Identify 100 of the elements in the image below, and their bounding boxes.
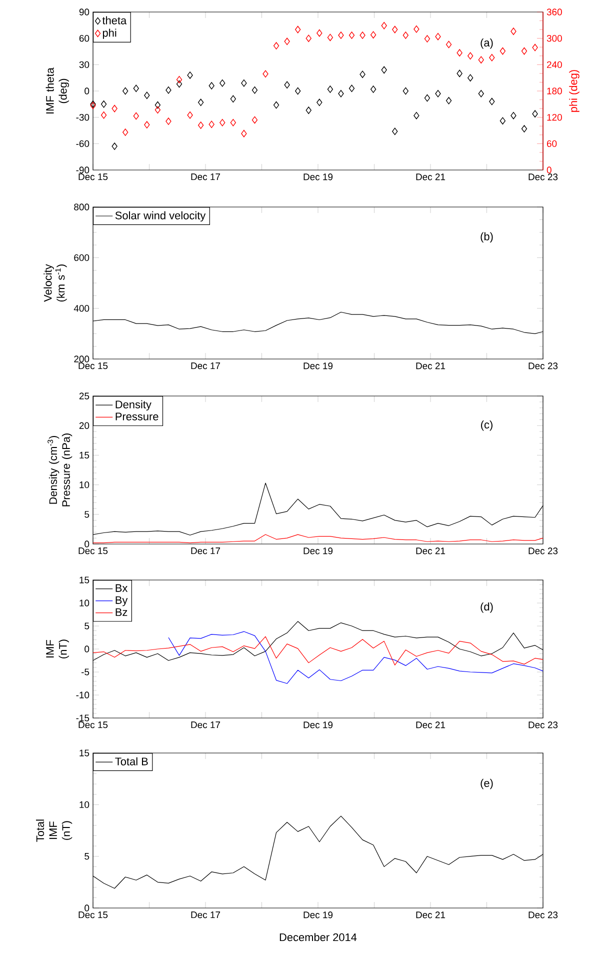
y-tick-label: 0 — [84, 904, 90, 912]
x-tick-label: Dec 17 — [191, 362, 220, 370]
y-tick-label: 0 — [84, 88, 90, 94]
point — [100, 100, 107, 108]
x-tick-label: Dec 19 — [304, 174, 333, 180]
point — [122, 128, 128, 136]
x-tick-label: Dec 15 — [78, 722, 108, 728]
y-tick-label: 800 — [74, 204, 90, 210]
line-series — [168, 631, 544, 684]
y-axis-title: Total IMF (nT) — [36, 820, 72, 842]
y-tick-label: 200 — [74, 356, 90, 362]
x-tick-label: Dec 15 — [78, 362, 108, 370]
point — [370, 31, 376, 38]
y-tick-label: 15 — [80, 452, 90, 459]
y2-tick-label: 120 — [547, 114, 562, 121]
x-tick-label: Dec 17 — [191, 722, 220, 728]
point — [262, 70, 268, 78]
annotation: (d) — [480, 602, 493, 613]
point — [500, 47, 506, 55]
point — [414, 25, 420, 33]
legend-label: By — [116, 596, 128, 606]
y-tick-label: 15 — [80, 576, 90, 584]
legend-label: phi — [102, 28, 116, 39]
y-tick-label: -30 — [76, 114, 90, 121]
point — [176, 80, 182, 88]
point — [521, 125, 528, 132]
x-tick-label: Dec 19 — [304, 548, 333, 554]
point — [198, 122, 204, 129]
y2-tick-label: 180 — [547, 88, 562, 94]
x-tick-label: Dec 23 — [528, 912, 558, 918]
legend-label: Bz — [116, 608, 128, 616]
x-tick-label: Dec 21 — [416, 362, 446, 370]
x-tick-label: Dec 23 — [528, 548, 558, 554]
point — [521, 47, 528, 55]
x-tick-label: Dec 21 — [416, 912, 446, 918]
y-tick-label: 0 — [84, 646, 90, 652]
y-tick-label: -5 — [81, 668, 90, 676]
y-tick-label: 10 — [80, 600, 90, 606]
point — [144, 121, 150, 128]
legend-label: Total B — [115, 757, 148, 766]
point — [392, 128, 398, 136]
point — [112, 142, 118, 150]
legend-label: Density — [116, 400, 152, 411]
y-tick-label: -90 — [76, 166, 90, 174]
y-tick-label: 600 — [74, 254, 90, 262]
point — [122, 87, 128, 95]
x-tick-label: Dec 21 — [416, 548, 446, 554]
point — [338, 90, 344, 98]
point — [208, 120, 214, 128]
x-tick-label: Dec 23 — [528, 174, 558, 180]
point — [187, 111, 193, 119]
point — [166, 118, 172, 125]
point — [306, 34, 312, 42]
y-tick-label: 15 — [80, 750, 90, 756]
y-tick-label: 0 — [84, 540, 90, 548]
y-tick-label: 90 — [79, 8, 90, 16]
point — [284, 38, 290, 46]
point — [230, 118, 236, 126]
point — [112, 104, 118, 112]
point — [295, 87, 301, 95]
y-tick-label: 400 — [74, 304, 90, 312]
x-tick-label: Dec 19 — [304, 722, 333, 728]
y-tick-label: 30 — [79, 61, 90, 68]
x-tick-label: Dec 17 — [191, 548, 220, 554]
x-tick-label: Dec 15 — [78, 912, 108, 918]
y2-tick-label: 300 — [546, 34, 562, 42]
point — [154, 101, 161, 109]
point — [273, 101, 280, 109]
x-tick-label: Dec 21 — [416, 174, 446, 180]
point — [424, 94, 430, 102]
point — [489, 98, 495, 106]
x-tick-label: Dec 21 — [416, 722, 446, 728]
legend-label: theta — [102, 16, 127, 24]
legend-label: Solar wind velocity — [115, 211, 206, 222]
annotation: (a) — [480, 38, 493, 49]
point — [392, 26, 398, 34]
point — [532, 44, 538, 52]
point — [327, 34, 334, 42]
point — [456, 70, 462, 78]
point — [144, 92, 150, 100]
point — [176, 76, 182, 84]
point — [241, 130, 247, 138]
point — [133, 112, 139, 120]
point — [198, 98, 204, 106]
point — [414, 112, 420, 120]
point — [166, 86, 172, 94]
y-tick-label: 5 — [84, 511, 90, 518]
point — [468, 52, 474, 60]
x-tick-label: Dec 15 — [78, 174, 108, 180]
y-tick-label: -15 — [76, 714, 90, 722]
point — [478, 90, 484, 98]
x-tick-label: Dec 23 — [528, 362, 558, 370]
point — [489, 54, 495, 62]
y-tick-label: 10 — [80, 801, 90, 808]
y-tick-label: 60 — [79, 34, 90, 42]
point — [100, 111, 107, 119]
x-axis-title: December 2014 — [280, 933, 357, 942]
y-axis-title: IMF theta (deg) — [46, 68, 69, 114]
point — [435, 32, 441, 40]
point — [316, 29, 322, 37]
